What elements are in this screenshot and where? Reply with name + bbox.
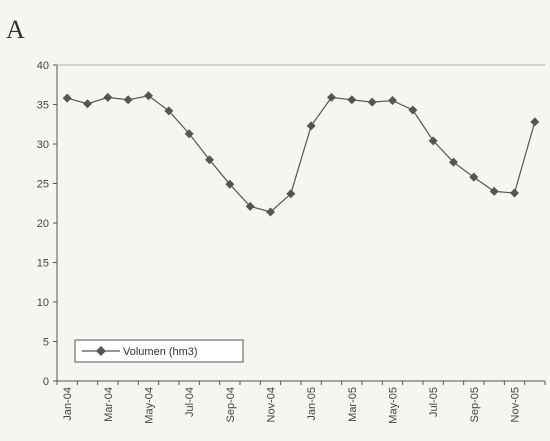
x-tick-label: Nov-05 bbox=[510, 387, 522, 422]
y-tick-label: 0 bbox=[43, 376, 49, 388]
y-tick-label: 5 bbox=[43, 337, 49, 349]
legend-label: Volumen (hm3) bbox=[123, 346, 198, 358]
y-tick-label: 40 bbox=[37, 60, 49, 72]
data-point bbox=[367, 97, 377, 107]
data-point bbox=[530, 117, 540, 127]
x-tick-label: Jan-04 bbox=[62, 387, 74, 421]
data-point bbox=[286, 189, 296, 199]
data-point bbox=[408, 105, 418, 115]
y-tick-label: 35 bbox=[37, 100, 49, 112]
data-point bbox=[306, 121, 316, 131]
x-tick-label: Mar-04 bbox=[103, 387, 115, 422]
data-point bbox=[327, 92, 336, 102]
y-tick-label: 10 bbox=[37, 297, 49, 309]
x-tick-label: Nov-04 bbox=[266, 387, 278, 422]
x-tick-label: May-05 bbox=[388, 387, 400, 424]
data-point bbox=[103, 92, 113, 102]
data-point bbox=[62, 93, 72, 103]
data-point bbox=[205, 155, 214, 165]
data-point bbox=[245, 201, 255, 211]
data-point bbox=[388, 96, 397, 106]
data-point bbox=[123, 95, 133, 105]
legend: Volumen (hm3) bbox=[74, 339, 244, 363]
data-point bbox=[164, 106, 174, 116]
data-point bbox=[347, 95, 357, 105]
x-tick-label: Jul-05 bbox=[428, 387, 440, 417]
data-point bbox=[225, 179, 235, 189]
y-tick-label: 20 bbox=[37, 218, 49, 230]
y-tick-label: 15 bbox=[37, 258, 49, 270]
panel-label: A bbox=[6, 15, 25, 44]
x-tick-label: Sep-05 bbox=[469, 387, 481, 422]
series-line bbox=[67, 95, 536, 213]
x-tick-label: Jul-04 bbox=[184, 387, 196, 417]
y-tick-label: 30 bbox=[37, 139, 49, 151]
x-tick-label: Sep-04 bbox=[225, 387, 237, 422]
y-tick-label: 25 bbox=[37, 179, 49, 191]
data-point bbox=[184, 129, 194, 139]
data-point bbox=[144, 91, 153, 101]
data-point bbox=[489, 186, 499, 196]
x-tick-label: May-04 bbox=[144, 387, 156, 424]
plot-area: 0 5 10 15 20 25 30 35 40 Jan-04 Mar-04 May-04 Jul-04… bbox=[37, 60, 546, 424]
x-tick-label: Mar-05 bbox=[347, 387, 359, 422]
data-point bbox=[469, 172, 479, 182]
data-point bbox=[83, 99, 92, 109]
legend-box bbox=[74, 339, 244, 363]
x-tick-label: Jan-05 bbox=[306, 387, 318, 421]
data-point bbox=[449, 157, 458, 167]
data-point bbox=[428, 136, 438, 146]
data-point bbox=[266, 207, 275, 217]
legend-marker bbox=[96, 346, 106, 356]
data-point bbox=[510, 188, 519, 198]
